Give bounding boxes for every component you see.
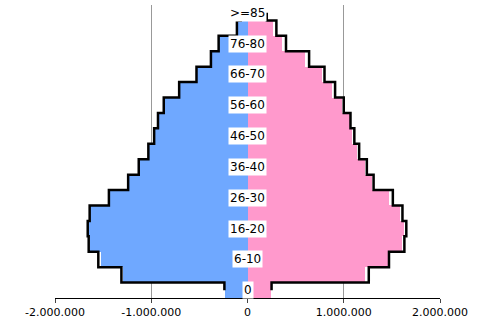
svg-text:0: 0 <box>244 306 251 319</box>
svg-text:2.000.000: 2.000.000 <box>412 306 468 319</box>
svg-text:56-60: 56-60 <box>230 98 265 112</box>
svg-text:1.000.000: 1.000.000 <box>316 306 372 319</box>
svg-text:36-40: 36-40 <box>230 160 265 174</box>
svg-text:6-10: 6-10 <box>234 252 261 266</box>
svg-text:-2.000.000: -2.000.000 <box>25 306 85 319</box>
svg-text:0: 0 <box>244 283 252 297</box>
svg-text:46-50: 46-50 <box>230 129 265 143</box>
svg-text:76-80: 76-80 <box>230 37 265 51</box>
svg-text:26-30: 26-30 <box>230 191 265 205</box>
svg-text:16-20: 16-20 <box>230 222 265 236</box>
svg-text:>=85: >=85 <box>230 6 265 20</box>
svg-text:-1.000.000: -1.000.000 <box>121 306 181 319</box>
svg-text:66-70: 66-70 <box>230 67 265 81</box>
